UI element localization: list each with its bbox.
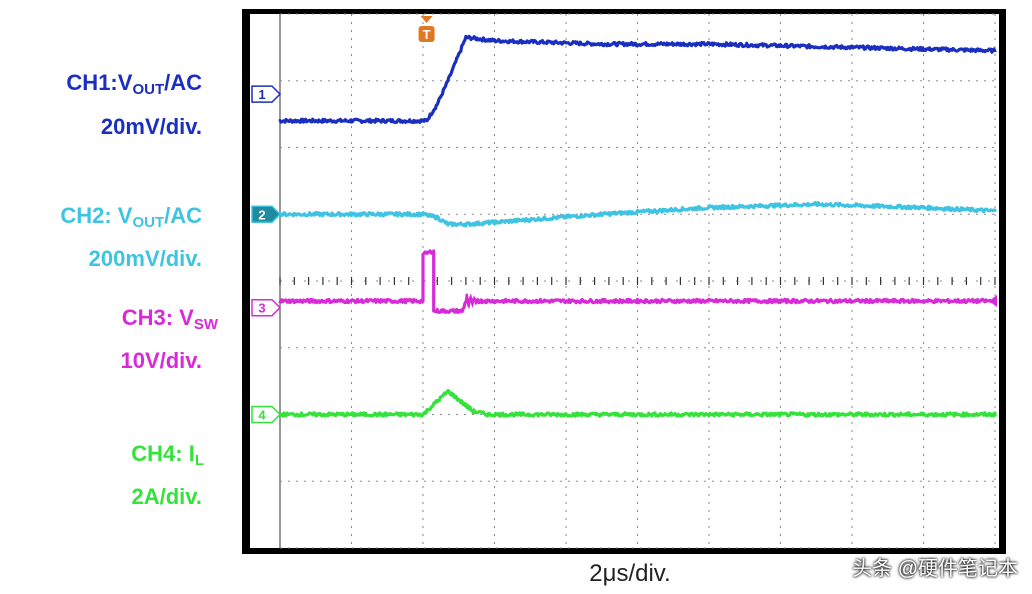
ch3-level-indicator (989, 295, 997, 308)
marker-shape (251, 298, 282, 317)
watermark: 头条 @硬件笔记本 (852, 558, 1018, 580)
marker-ch4: 4 (251, 405, 282, 424)
trace-ch3 (278, 249, 997, 315)
ch1-label: CH1:VOUT/AC (0, 70, 202, 103)
marker-shape (251, 405, 282, 424)
trace-ch1 (278, 34, 997, 125)
trigger-marker: T (418, 16, 435, 42)
channel-markers: 1 2 3 4 T (251, 16, 997, 424)
ch1-label-sub: OUT (132, 81, 165, 98)
ch2-label-pre: CH2: V (60, 203, 133, 228)
ch3-label: CH3: VSW (0, 305, 218, 338)
x-axis-label: 2μs/div. (589, 560, 671, 587)
trigger-text: T (423, 27, 431, 42)
ch1-scale: 20mV/div. (100, 114, 202, 139)
traces (278, 34, 997, 418)
marker-text: 4 (258, 408, 266, 423)
marker-shape (251, 205, 282, 223)
marker-shape (251, 85, 282, 103)
trace-ch3-ringing (464, 293, 502, 310)
ch3-label-sub: SW (193, 316, 218, 333)
ch2-scale: 200mV/div. (88, 246, 202, 271)
marker-text: 1 (258, 87, 265, 102)
marker-ch3: 3 (251, 298, 282, 317)
ch4-scale: 2A/div. (131, 484, 202, 509)
ch2-label-sub: OUT (132, 214, 165, 231)
marker-ch2: 2 (251, 205, 282, 223)
ch1-label-pre: CH1:V (66, 70, 133, 95)
ch2-label: CH2: VOUT/AC (0, 203, 202, 236)
marker-text: 3 (258, 301, 265, 316)
ch3-scale: 10V/div. (120, 348, 202, 373)
trace-ch2 (278, 201, 997, 228)
trace-ch4 (278, 388, 997, 418)
grid (279, 13, 996, 549)
trigger-box (418, 26, 435, 42)
ch3-label-pre: CH3: V (121, 305, 194, 330)
marker-text: 2 (258, 207, 265, 222)
plot-area (250, 14, 999, 548)
ch2-label-post: /AC (164, 203, 202, 228)
ch1-label-post: /AC (164, 70, 202, 95)
ch4-label: CH4: IL (0, 441, 204, 474)
ch4-label-pre: CH4: I (131, 441, 195, 466)
marker-ch1: 1 (251, 85, 282, 103)
trigger-arrow (420, 16, 433, 23)
ch4-label-sub: L (194, 452, 204, 469)
